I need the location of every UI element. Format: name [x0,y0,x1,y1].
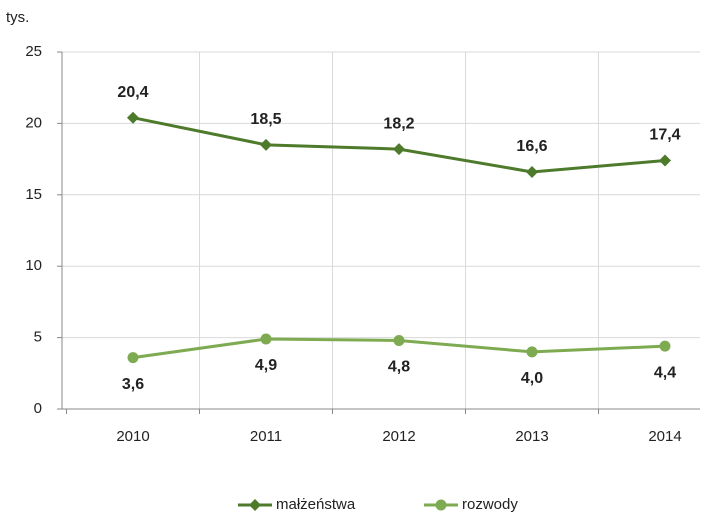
legend-marker [249,499,261,511]
value-label: 18,2 [383,115,414,132]
marker [659,340,671,352]
y-tick-label: 25 [25,43,42,60]
value-label: 20,4 [117,84,148,101]
y-tick-label: 15 [25,186,42,203]
value-label: 16,6 [516,138,547,155]
y-tick-label: 5 [34,329,42,346]
value-label: 17,4 [649,127,680,144]
marker [393,334,405,346]
marker [127,352,139,364]
y-axis-label: tys. [6,9,29,26]
legend-label: małżeństwa [276,496,356,513]
value-label: 3,6 [122,376,144,393]
x-tick-label: 2013 [515,428,548,445]
x-tick-label: 2010 [116,428,149,445]
legend-label: rozwody [462,496,518,513]
value-label: 4,9 [255,357,277,374]
value-label: 4,8 [388,359,410,376]
marker [127,111,139,124]
marker [260,138,272,151]
marker [659,154,671,167]
legend-marker [435,499,447,511]
x-tick-label: 2012 [382,428,415,445]
y-tick-label: 10 [25,257,42,274]
marker [393,143,405,156]
value-label: 4,0 [521,370,543,387]
y-tick-label: 0 [34,400,42,417]
value-label: 4,4 [654,364,676,381]
x-tick-label: 2014 [648,428,681,445]
marker [526,346,538,358]
marker [260,333,272,345]
value-label: 18,5 [250,111,281,128]
marker [526,165,538,178]
x-tick-label: 2011 [250,428,282,445]
y-tick-label: 20 [25,114,42,131]
